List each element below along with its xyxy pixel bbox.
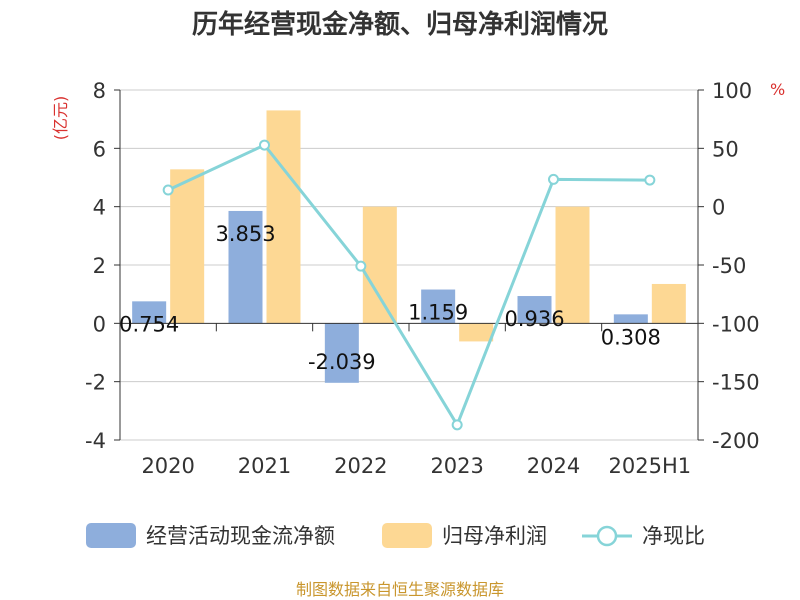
bar-cashflow (228, 210, 263, 324)
left-tick-label: 8 (93, 79, 106, 103)
left-tick-label: 6 (93, 137, 106, 161)
legend-label-cashflow: 经营活动现金流净额 (146, 524, 335, 548)
right-tick-label: -50 (712, 254, 746, 278)
legend-swatch-cashflow (86, 523, 136, 548)
legend-item-net-profit[interactable]: 归母净利润 (382, 523, 547, 548)
left-tick-label: 4 (93, 196, 106, 220)
bar-cashflow (613, 314, 648, 324)
right-tick-label: 50 (712, 137, 739, 161)
left-tick-label: -4 (85, 429, 106, 453)
x-category-label: 2021 (238, 454, 291, 478)
line-ratio (167, 143, 650, 429)
legend-label-ratio: 净现比 (642, 524, 705, 548)
right-tick-label: -200 (712, 429, 760, 453)
line-series (162, 139, 656, 431)
x-category-label: 2025H1 (609, 454, 692, 478)
data-label-cashflow: 0.936 (504, 307, 564, 331)
legend-swatch-net-profit (382, 523, 432, 548)
legend-marker-ratio (596, 525, 618, 547)
x-category-label: 2024 (527, 454, 580, 478)
data-label-cashflow: 0.754 (119, 312, 179, 336)
x-axis-labels: 2020 2021 2022 2023 2024 2025H1 (141, 454, 691, 478)
bar-cashflow (421, 289, 456, 324)
bars (132, 110, 686, 383)
right-axis-unit: % (770, 80, 785, 99)
left-axis-unit: (亿元) (51, 96, 70, 141)
data-labels: 0.754 3.853 -2.039 1.159 0.936 0.308 (119, 222, 661, 374)
right-axis-ticks: -200 -150 -100 -50 0 50 100 (712, 79, 760, 453)
data-label-cashflow: 0.308 (601, 325, 661, 349)
legend-item-cashflow[interactable]: 经营活动现金流净额 (86, 523, 335, 548)
bar-net-profit (170, 169, 205, 324)
right-tick-label: 0 (712, 196, 725, 220)
data-label-cashflow: -2.039 (308, 350, 376, 374)
line-point-ratio (259, 139, 270, 151)
left-tick-label: -2 (85, 371, 106, 395)
bar-net-profit (459, 323, 494, 342)
axes (114, 89, 704, 441)
legend-item-ratio[interactable]: 净现比 (582, 524, 705, 548)
line-point-ratio (451, 419, 463, 431)
data-label-cashflow: 1.159 (408, 301, 468, 325)
legend[interactable]: 经营活动现金流净额 归母净利润 净现比 (86, 523, 705, 548)
right-tick-label: -100 (712, 312, 760, 336)
line-point-ratio (355, 260, 367, 272)
data-source-note: 制图数据来自恒生聚源数据库 (296, 580, 504, 599)
chart-title: 历年经营现金净额、归母净利润情况 (192, 9, 608, 40)
bar-cashflow (324, 323, 359, 383)
left-axis-ticks: -4 -2 0 2 4 6 8 (85, 79, 106, 453)
line-point-ratio (162, 184, 174, 196)
x-category-label: 2022 (334, 454, 387, 478)
line-point-ratio (644, 174, 656, 186)
x-category-label: 2023 (430, 454, 483, 478)
bar-net-profit (362, 206, 397, 324)
gridlines (120, 89, 698, 441)
left-tick-label: 0 (93, 312, 106, 336)
bar-net-profit (555, 206, 590, 324)
right-tick-label: -150 (712, 371, 760, 395)
data-label-cashflow: 3.853 (215, 222, 275, 246)
x-category-label: 2020 (141, 454, 194, 478)
line-point-ratio (548, 173, 559, 185)
bar-cashflow (517, 296, 552, 324)
right-tick-label: 100 (712, 79, 752, 103)
legend-label-net-profit: 归母净利润 (442, 524, 547, 548)
bar-cashflow (132, 301, 167, 324)
left-tick-label: 2 (93, 254, 106, 278)
bar-net-profit (651, 283, 686, 324)
bar-net-profit (266, 110, 301, 324)
